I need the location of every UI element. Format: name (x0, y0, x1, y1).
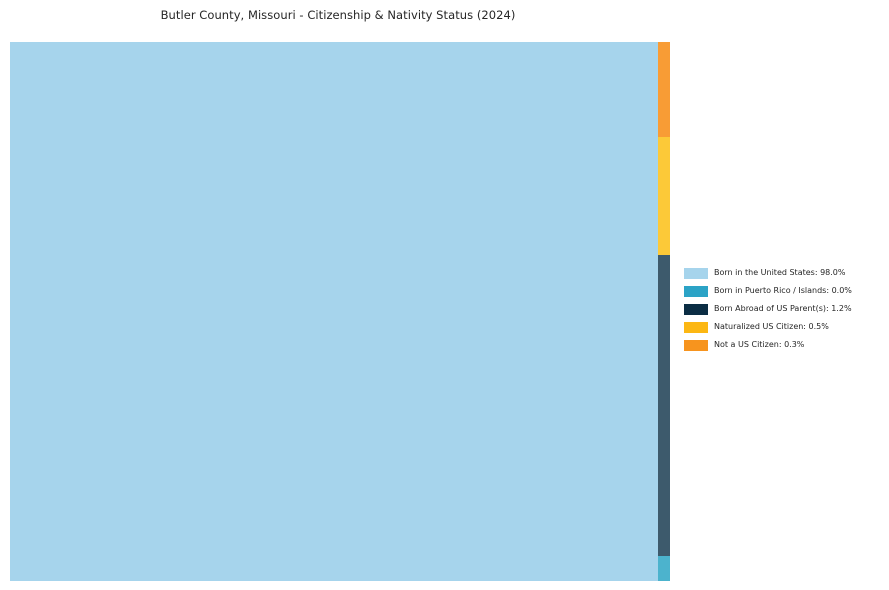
legend-swatch-icon (684, 321, 708, 333)
legend-label: Not a US Citizen: 0.3% (714, 340, 805, 349)
chart-legend: Born in the United States: 98.0% Born in … (684, 264, 884, 354)
legend-swatch-icon (684, 285, 708, 297)
legend-swatch-icon (684, 339, 708, 351)
legend-item: Born Abroad of US Parent(s): 1.2% (684, 300, 884, 318)
legend-item: Born in the United States: 98.0% (684, 264, 884, 282)
legend-swatch-icon (684, 303, 708, 315)
legend-label: Naturalized US Citizen: 0.5% (714, 322, 829, 331)
legend-label: Born Abroad of US Parent(s): 1.2% (714, 304, 852, 313)
treemap-tile-naturalized-us-citizen (657, 137, 670, 255)
legend-item: Not a US Citizen: 0.3% (684, 336, 884, 354)
legend-swatch-icon (684, 267, 708, 279)
treemap-tile-not-a-us-citizen (657, 42, 670, 137)
treemap-tile-born-in-puerto-rico-islands (657, 556, 670, 581)
legend-label: Born in Puerto Rico / Islands: 0.0% (714, 286, 852, 295)
legend-label: Born in the United States: 98.0% (714, 268, 846, 277)
chart-title: Butler County, Missouri - Citizenship & … (160, 8, 516, 22)
legend-item: Naturalized US Citizen: 0.5% (684, 318, 884, 336)
legend-item: Born in Puerto Rico / Islands: 0.0% (684, 282, 884, 300)
treemap-plot-area (10, 42, 670, 581)
treemap-tile-born-in-united-states (10, 42, 658, 581)
treemap-tile-born-abroad-of-us-parents (657, 255, 670, 556)
